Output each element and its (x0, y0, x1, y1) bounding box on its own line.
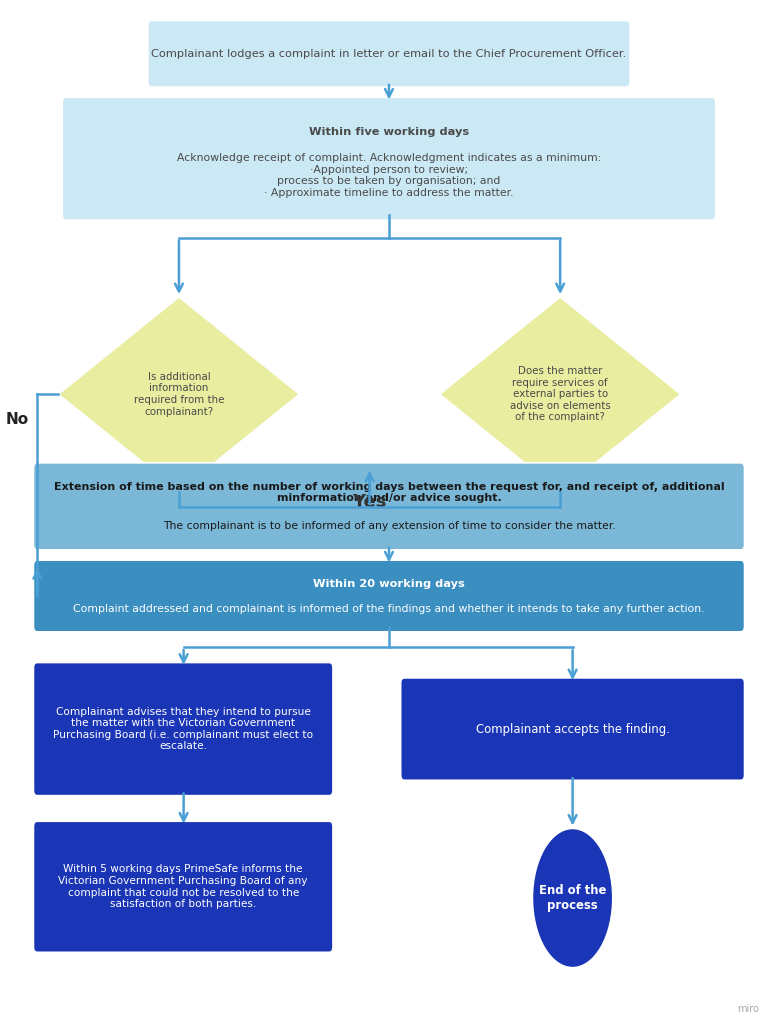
Text: Is additional
information
required from the
complainant?: Is additional information required from … (134, 372, 224, 417)
Polygon shape (440, 297, 681, 492)
Text: No: No (5, 413, 29, 427)
FancyBboxPatch shape (148, 20, 630, 87)
Text: Does the matter
require services of
external parties to
advise on elements
of th: Does the matter require services of exte… (510, 366, 611, 423)
FancyBboxPatch shape (33, 463, 745, 550)
Text: Complainant advises that they intend to pursue
the matter with the Victorian Gov: Complainant advises that they intend to … (53, 707, 314, 752)
Text: End of the
process: End of the process (539, 884, 606, 912)
Text: Within five working days: Within five working days (309, 127, 469, 136)
FancyBboxPatch shape (33, 663, 333, 796)
Text: Within 20 working days: Within 20 working days (313, 579, 465, 589)
Polygon shape (58, 297, 300, 492)
Ellipse shape (532, 828, 613, 968)
Text: Yes: Yes (352, 493, 387, 511)
Text: Complainant lodges a complaint in letter or email to the Chief Procurement Offic: Complainant lodges a complaint in letter… (152, 49, 626, 58)
FancyBboxPatch shape (62, 97, 716, 220)
Text: Extension of time based on the number of working days between the request for, a: Extension of time based on the number of… (54, 481, 724, 504)
Text: Within 5 working days PrimeSafe informs the
Victorian Government Purchasing Boar: Within 5 working days PrimeSafe informs … (58, 864, 308, 909)
Text: Complaint addressed and complainant is informed of the findings and whether it i: Complaint addressed and complainant is i… (73, 604, 705, 614)
Text: Complainant accepts the finding.: Complainant accepts the finding. (475, 723, 670, 735)
FancyBboxPatch shape (401, 678, 745, 780)
Text: miro: miro (737, 1004, 759, 1014)
FancyBboxPatch shape (33, 560, 745, 632)
Text: The complainant is to be informed of any extension of time to consider the matte: The complainant is to be informed of any… (163, 520, 615, 530)
Text: Acknowledge receipt of complaint. Acknowledgment indicates as a minimum:
·Appoin: Acknowledge receipt of complaint. Acknow… (177, 154, 601, 198)
FancyBboxPatch shape (33, 821, 333, 952)
